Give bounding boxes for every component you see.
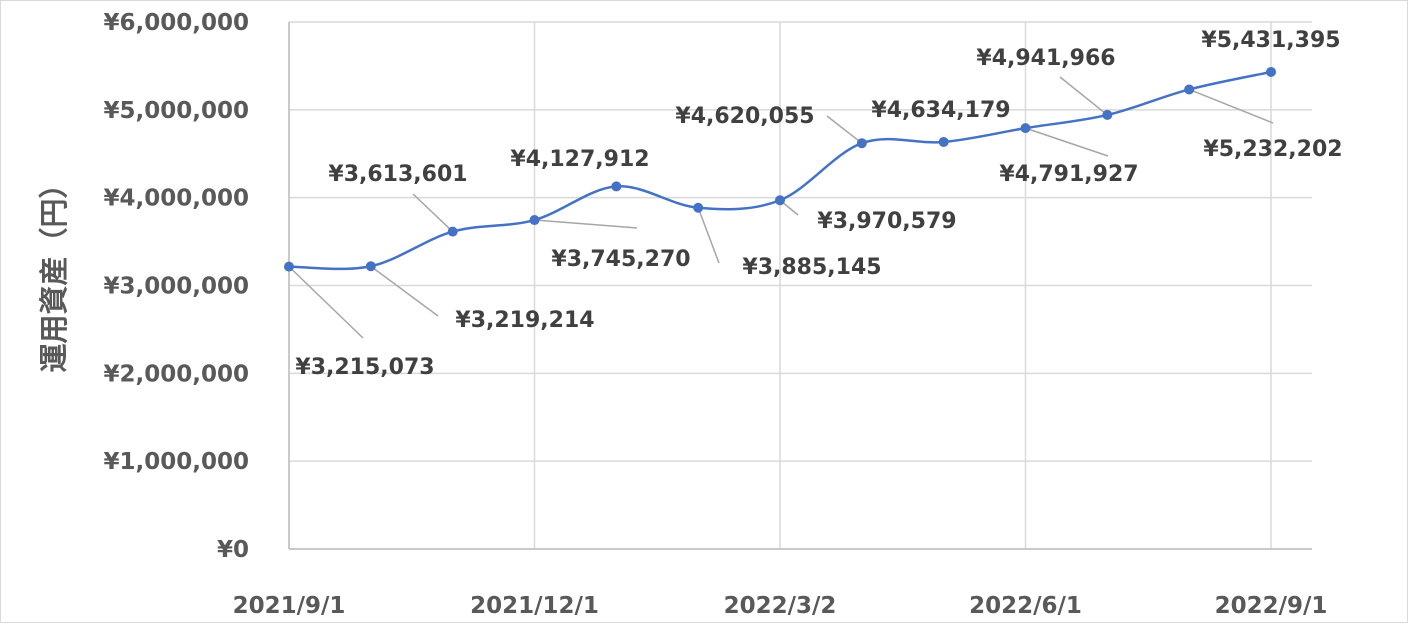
x-tick-label: 2022/6/1	[969, 593, 1082, 619]
leader-line	[412, 193, 454, 233]
data-label: ¥4,127,912	[510, 147, 649, 172]
leader-line	[826, 115, 863, 144]
data-point	[611, 181, 622, 192]
data-point	[447, 226, 458, 237]
x-tick-label: 2021/9/1	[233, 593, 346, 619]
leader-line	[1025, 127, 1109, 157]
axes	[288, 22, 1312, 550]
y-tick-label: ¥4,000,000	[103, 186, 249, 212]
data-point	[775, 195, 785, 206]
data-label: ¥3,745,270	[551, 247, 690, 272]
leader-line	[370, 265, 439, 317]
data-label: ¥3,970,579	[817, 209, 956, 234]
data-point	[1020, 123, 1031, 134]
data-label: ¥3,885,145	[742, 255, 881, 280]
data-point	[284, 261, 294, 272]
data-point	[938, 136, 949, 147]
data-labels: ¥3,215,073 ¥3,219,214 ¥3,613,601 ¥3,745,270…	[295, 28, 1342, 380]
leader-line	[534, 219, 638, 229]
y-tick-label: ¥0	[217, 537, 249, 563]
x-tick-labels: 2021/9/1 2021/12/1 2022/3/2 2022/6/1 2022/9/…	[233, 593, 1328, 619]
y-axis-label: 運用資産（円）	[37, 169, 71, 372]
data-label: ¥3,219,214	[455, 308, 594, 333]
leader-line	[1059, 76, 1108, 116]
data-label: ¥3,613,601	[328, 162, 467, 187]
data-point	[365, 261, 376, 272]
data-label: ¥4,941,966	[976, 46, 1115, 71]
data-point	[1266, 66, 1276, 77]
y-tick-label: ¥6,000,000	[103, 10, 249, 36]
gridlines	[288, 21, 1312, 550]
data-points	[284, 66, 1276, 272]
data-point	[529, 215, 540, 226]
data-label: ¥5,232,202	[1203, 137, 1342, 162]
y-tick-label: ¥2,000,000	[103, 361, 249, 387]
leader-lines	[288, 76, 1274, 339]
data-label: ¥5,431,395	[1201, 28, 1340, 53]
x-tick-label: 2022/9/1	[1215, 593, 1328, 619]
x-tick-label: 2022/3/2	[724, 593, 837, 619]
data-label: ¥3,215,073	[295, 355, 434, 380]
y-tick-labels: ¥0 ¥1,000,000 ¥2,000,000 ¥3,000,000 ¥4,000,0…	[103, 10, 249, 563]
leader-line	[288, 266, 364, 339]
y-tick-label: ¥3,000,000	[103, 274, 249, 300]
leader-line	[697, 207, 720, 264]
leader-line	[1188, 88, 1274, 124]
data-point	[1102, 109, 1113, 120]
data-point	[856, 138, 867, 149]
data-label: ¥4,634,179	[871, 98, 1010, 123]
data-point	[1184, 84, 1195, 95]
data-point	[693, 202, 704, 213]
y-tick-label: ¥5,000,000	[103, 98, 249, 124]
y-tick-label: ¥1,000,000	[103, 449, 249, 475]
data-label: ¥4,620,055	[675, 104, 814, 129]
data-label: ¥4,791,927	[999, 162, 1138, 187]
x-tick-label: 2021/12/1	[470, 593, 599, 619]
